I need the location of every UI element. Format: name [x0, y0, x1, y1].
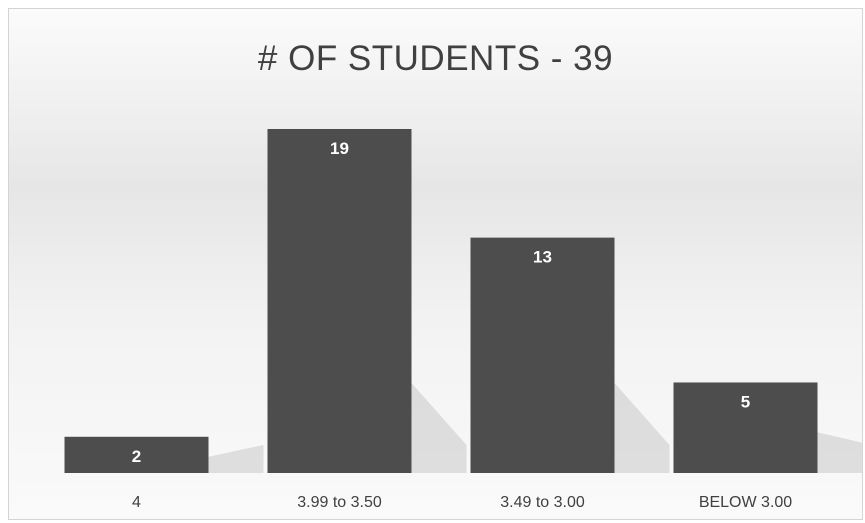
data-label: 13 [533, 248, 552, 267]
category-label: 3.49 to 3.00 [500, 494, 585, 511]
bar-shadow [208, 445, 264, 473]
data-label: 19 [330, 139, 349, 158]
bar [470, 237, 615, 473]
category-label: 3.99 to 3.50 [297, 494, 382, 511]
data-labels-group: 2 19 13 5 [132, 139, 750, 466]
bar-shadow [614, 383, 670, 473]
bar [64, 436, 209, 473]
bars-group [64, 129, 818, 473]
category-labels-group: 4 3.99 to 3.50 3.49 to 3.00 BELOW 3.00 [132, 494, 792, 511]
data-label: 5 [741, 392, 750, 411]
bar [267, 129, 412, 473]
bar-shadows [208, 383, 862, 473]
chart-area: # OF STUDENTS - 39 2 19 13 5 4 3.99 to 3.50 3… [8, 8, 863, 520]
chart-title: # OF STUDENTS - 39 [257, 39, 614, 78]
bar-shadow [411, 383, 467, 473]
bar [673, 382, 818, 473]
bar-shadow [817, 432, 862, 473]
category-label: 4 [132, 494, 141, 511]
bar-chart-plot: 2 19 13 5 4 3.99 to 3.50 3.49 to 3.00 BELOW 3.… [64, 129, 862, 511]
category-label: BELOW 3.00 [699, 494, 792, 511]
data-label: 2 [132, 447, 141, 466]
